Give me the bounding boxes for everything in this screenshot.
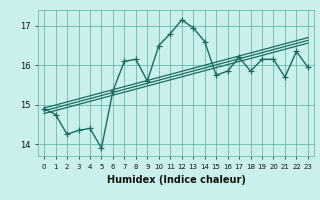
X-axis label: Humidex (Indice chaleur): Humidex (Indice chaleur)	[107, 175, 245, 185]
